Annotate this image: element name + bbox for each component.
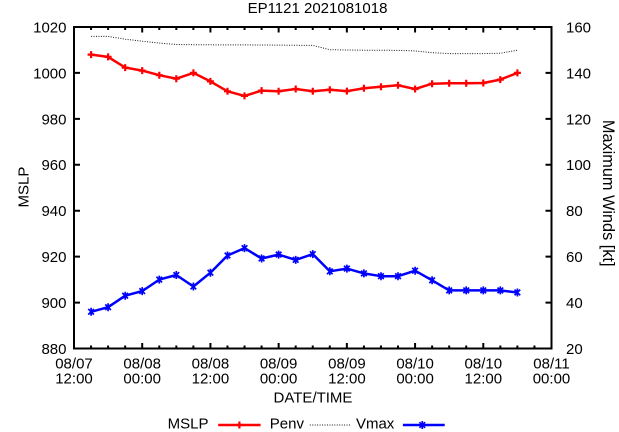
svg-text:08/11: 08/11: [533, 355, 569, 372]
svg-text:980: 980: [41, 111, 66, 128]
svg-text:920: 920: [41, 249, 66, 266]
svg-text:60: 60: [566, 249, 583, 266]
svg-text:00:00: 00:00: [533, 371, 571, 388]
svg-text:12:00: 12:00: [192, 371, 230, 388]
svg-text:960: 960: [41, 157, 66, 174]
svg-text:Penv: Penv: [270, 416, 305, 432]
svg-text:08/08: 08/08: [192, 355, 230, 372]
svg-text:08/08: 08/08: [123, 355, 161, 372]
svg-text:20: 20: [566, 341, 583, 358]
svg-text:1020: 1020: [33, 19, 66, 36]
svg-text:160: 160: [566, 19, 591, 36]
svg-text:80: 80: [566, 203, 583, 220]
svg-text:MSLP: MSLP: [16, 167, 33, 208]
svg-text:120: 120: [566, 111, 591, 128]
svg-text:MSLP: MSLP: [168, 416, 209, 432]
svg-text:1000: 1000: [33, 65, 66, 82]
svg-text:880: 880: [41, 341, 66, 358]
svg-text:Maximum Winds [kt]: Maximum Winds [kt]: [599, 120, 617, 267]
svg-text:08/09: 08/09: [328, 355, 366, 372]
svg-text:08/09: 08/09: [260, 355, 298, 372]
svg-text:EP1121 2021081018: EP1121 2021081018: [248, 0, 388, 17]
svg-text:08/10: 08/10: [465, 355, 503, 372]
svg-text:00:00: 00:00: [396, 371, 434, 388]
svg-text:12:00: 12:00: [465, 371, 503, 388]
svg-text:08/07: 08/07: [55, 355, 93, 372]
svg-text:DATE/TIME: DATE/TIME: [274, 390, 353, 407]
svg-text:00:00: 00:00: [260, 371, 298, 388]
svg-text:Vmax: Vmax: [356, 416, 395, 432]
svg-text:140: 140: [566, 65, 591, 82]
svg-text:12:00: 12:00: [55, 371, 93, 388]
svg-text:40: 40: [566, 295, 583, 312]
svg-text:08/10: 08/10: [396, 355, 434, 372]
svg-text:900: 900: [41, 295, 66, 312]
svg-text:12:00: 12:00: [328, 371, 366, 388]
svg-text:940: 940: [41, 203, 66, 220]
svg-text:00:00: 00:00: [123, 371, 161, 388]
svg-text:100: 100: [566, 157, 591, 174]
